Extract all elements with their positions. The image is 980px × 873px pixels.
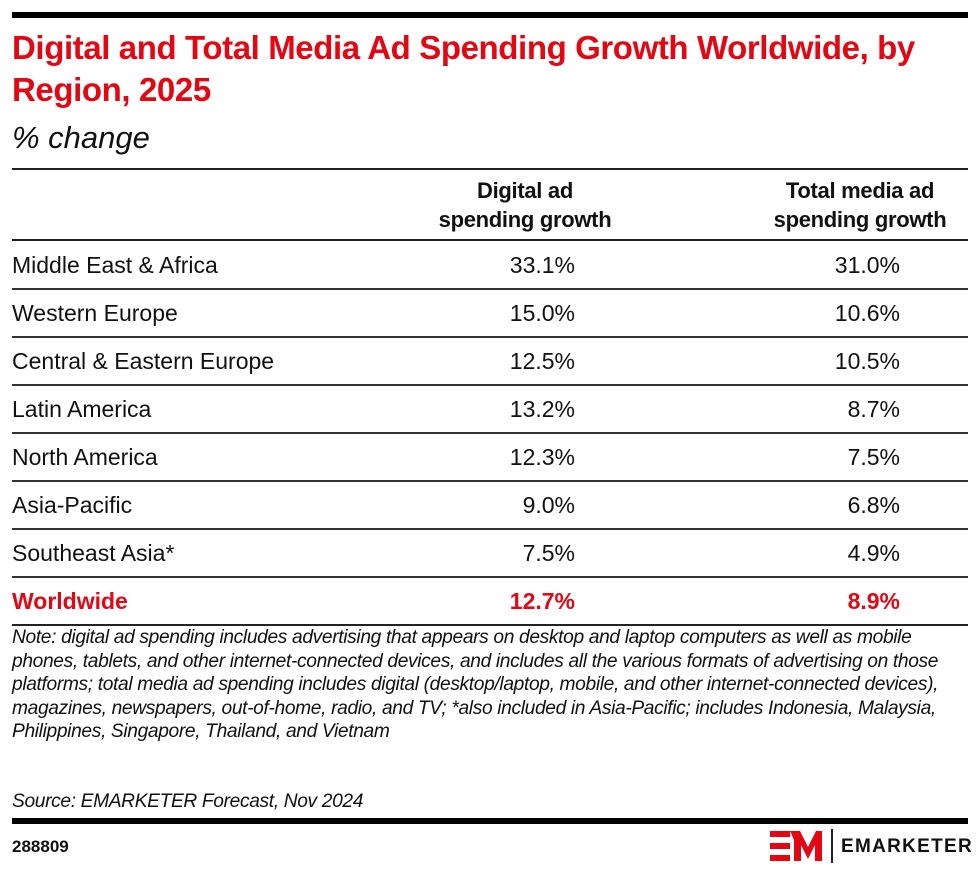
- logo-divider: [831, 829, 833, 863]
- total-growth-value: 4.9%: [847, 540, 900, 566]
- column-header-total-line1: Total media ad: [785, 178, 935, 203]
- row-label: Worldwide: [12, 588, 128, 614]
- chart-title: Digital and Total Media Ad Spending Grow…: [12, 29, 915, 108]
- row-label: Western Europe: [12, 300, 178, 326]
- column-header-total-line2: spending growth: [773, 207, 947, 232]
- table-row: Southeast Asia* 7.5% 4.9%: [12, 529, 968, 576]
- digital-growth-value: 13.2%: [509, 396, 575, 422]
- total-growth-value: 8.9%: [847, 588, 900, 614]
- table-row: Latin America 13.2% 8.7%: [12, 385, 968, 432]
- table-row: Asia-Pacific 9.0% 6.8%: [12, 481, 968, 528]
- digital-growth-value: 12.7%: [509, 588, 575, 614]
- row-label: Middle East & Africa: [12, 252, 218, 278]
- row-divider: [12, 432, 968, 434]
- row-divider: [12, 336, 968, 338]
- emarketer-logo: EMARKETER: [770, 829, 974, 863]
- row-divider: [12, 576, 968, 578]
- total-growth-value: 10.5%: [834, 348, 900, 374]
- total-growth-value: 31.0%: [834, 252, 900, 278]
- top-rule: [12, 12, 968, 18]
- row-divider: [12, 480, 968, 482]
- digital-growth-value: 33.1%: [509, 252, 575, 278]
- table-row: North America 12.3% 7.5%: [12, 433, 968, 480]
- row-label: Southeast Asia*: [12, 540, 175, 566]
- digital-growth-value: 12.3%: [509, 444, 575, 470]
- source-line: Source: EMARKETER Forecast, Nov 2024: [12, 791, 364, 812]
- total-growth-value: 10.6%: [834, 300, 900, 326]
- digital-growth-value: 12.5%: [509, 348, 575, 374]
- logo-wordmark: EMARKETER: [841, 836, 974, 857]
- row-divider: [12, 384, 968, 386]
- column-header-total: Total media ad spending growth: [740, 176, 980, 234]
- total-growth-value: 7.5%: [847, 444, 900, 470]
- row-divider: [12, 624, 968, 626]
- row-label: Latin America: [12, 396, 152, 422]
- row-label: Asia-Pacific: [12, 492, 133, 518]
- table-row: Central & Eastern Europe 12.5% 10.5%: [12, 337, 968, 384]
- table-row: Middle East & Africa 33.1% 31.0%: [12, 241, 968, 288]
- em-logo-icon: [770, 831, 822, 861]
- footnote: Note: digital ad spending includes adver…: [12, 627, 939, 742]
- row-label: Central & Eastern Europe: [12, 348, 275, 374]
- total-growth-value: 6.8%: [847, 492, 900, 518]
- column-header-digital-line1: Digital ad: [476, 178, 573, 203]
- digital-growth-value: 15.0%: [509, 300, 575, 326]
- digital-growth-value: 7.5%: [522, 540, 575, 566]
- digital-growth-value: 9.0%: [522, 492, 575, 518]
- header-top-rule: [12, 168, 968, 170]
- row-divider: [12, 288, 968, 290]
- table-row-total: Worldwide 12.7% 8.9%: [12, 577, 968, 624]
- header-bottom-rule: [12, 239, 968, 241]
- row-label: North America: [12, 444, 158, 470]
- total-growth-value: 8.7%: [847, 396, 900, 422]
- bottom-rule: [12, 818, 968, 824]
- table-row: Western Europe 15.0% 10.6%: [12, 289, 968, 336]
- chart-subtitle: % change: [12, 120, 150, 155]
- row-divider: [12, 528, 968, 530]
- chart-id: 288809: [12, 837, 69, 856]
- column-header-digital: Digital ad spending growth: [395, 176, 655, 234]
- column-header-digital-line2: spending growth: [438, 207, 612, 232]
